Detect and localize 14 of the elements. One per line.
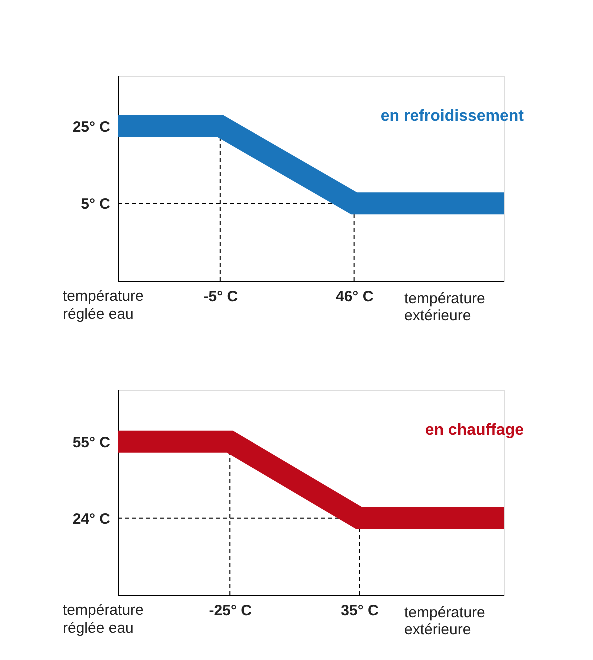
- text: en chauffage: [425, 422, 524, 439]
- x-tick-label: 35° C: [341, 602, 380, 620]
- x-tick-label: 46° C: [336, 288, 374, 306]
- x-axis-title: température extérieure: [404, 290, 486, 324]
- y-tick-label: 5° C: [81, 196, 111, 214]
- y-tick-label: 24° C: [72, 510, 111, 528]
- x-tick-label: -5° C: [204, 288, 238, 306]
- y-axis-title: température réglée eau: [63, 602, 144, 637]
- text: en refroidissement: [380, 108, 525, 125]
- y-tick-label: 55° C: [72, 434, 111, 452]
- y-axis-title: température réglée eau: [63, 288, 144, 323]
- y-tick-label: 25° C: [72, 118, 111, 136]
- x-axis-title: température extérieure: [404, 604, 486, 638]
- x-tick-label: -25° C: [209, 602, 252, 620]
